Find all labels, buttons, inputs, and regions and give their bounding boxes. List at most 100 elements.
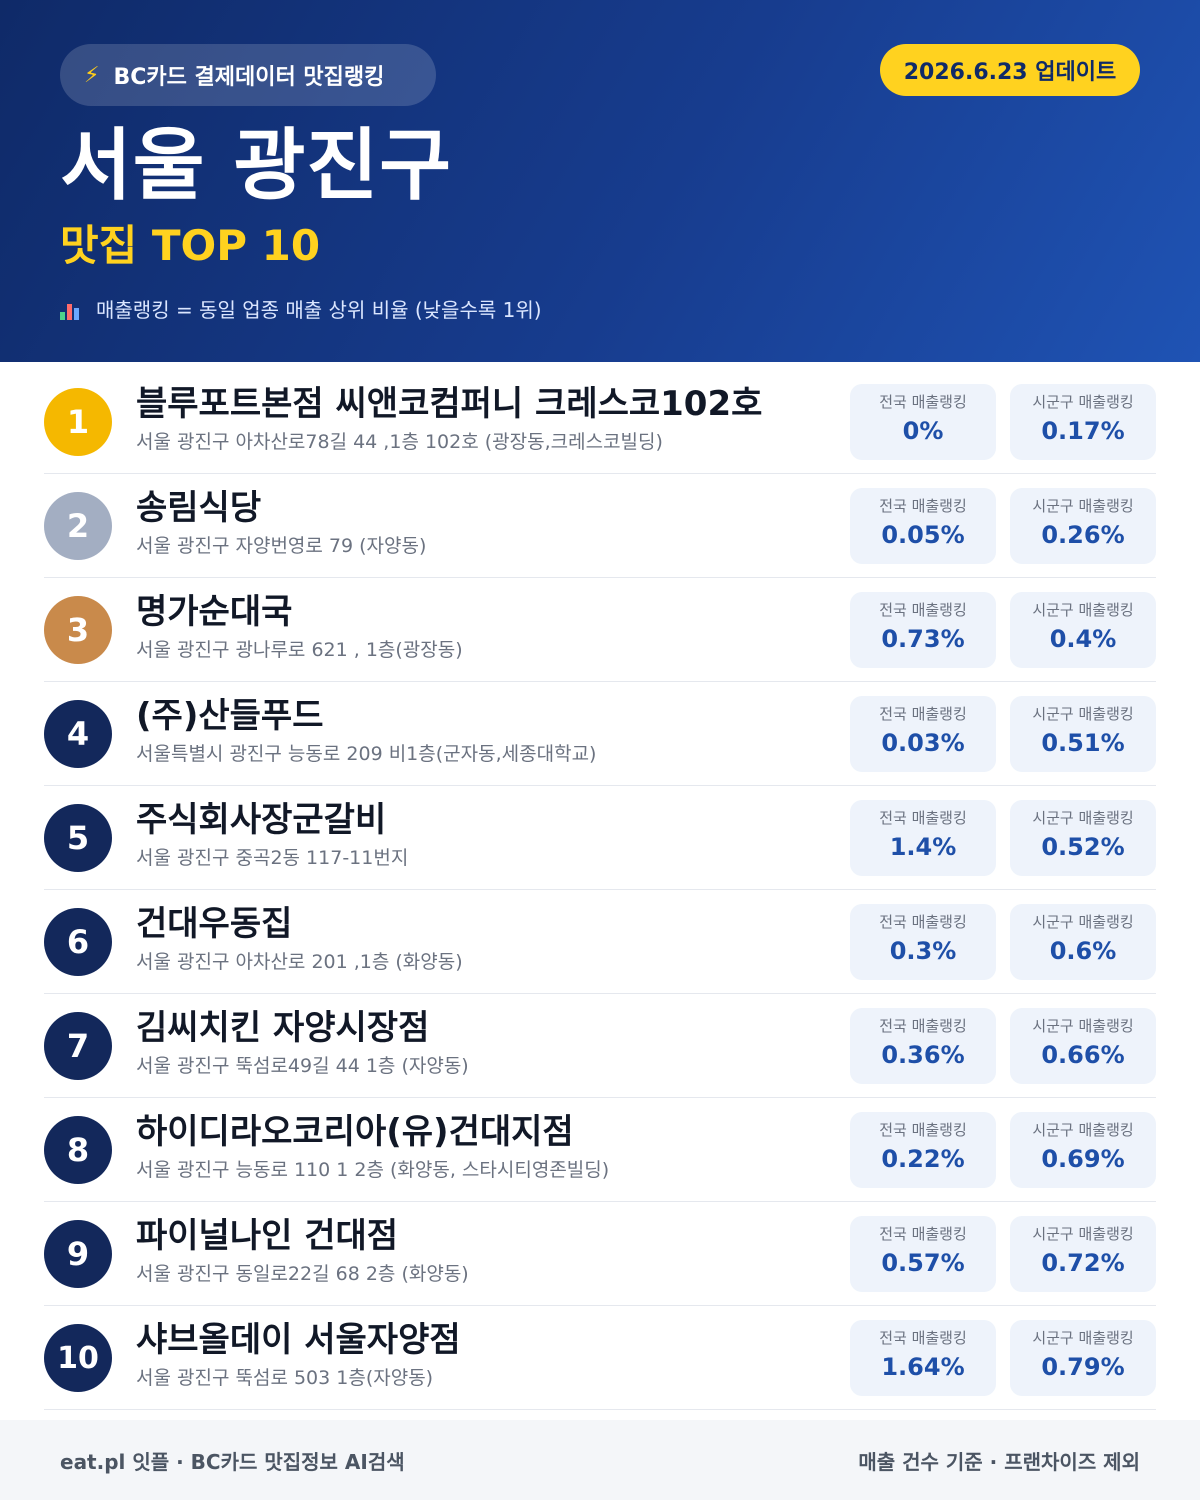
- rank-badge: 3: [44, 596, 112, 664]
- restaurant-row[interactable]: 10 샤브올데이 서울자양점 서울 광진구 뚝섬로 503 1층(자양동) 전국 매출…: [44, 1306, 1156, 1410]
- lightning-bolt-icon: ⚡: [84, 62, 100, 88]
- local-ranking-value: 0.52%: [1041, 833, 1125, 861]
- local-ranking-box: 시군구 매출랭킹 0.66%: [1010, 1008, 1156, 1084]
- local-ranking-value: 0.6%: [1049, 937, 1117, 965]
- page-title: 서울 광진구: [60, 121, 452, 211]
- source-label: BC카드 결제데이터 맛집랭킹: [113, 65, 385, 90]
- local-ranking-value: 0.66%: [1041, 1041, 1125, 1069]
- national-ranking-value: 0.22%: [881, 1145, 965, 1173]
- footer-criteria: 매출 건수 기준 · 프랜차이즈 제외: [858, 1449, 1140, 1474]
- local-ranking-box: 시군구 매출랭킹 0.69%: [1010, 1112, 1156, 1188]
- national-ranking-label: 전국 매출랭킹: [879, 705, 967, 723]
- rank-badge: 4: [44, 700, 112, 768]
- national-ranking-label: 전국 매출랭킹: [879, 1329, 967, 1347]
- national-ranking-box: 전국 매출랭킹 0%: [850, 384, 996, 460]
- local-ranking-box: 시군구 매출랭킹 0.52%: [1010, 800, 1156, 876]
- national-ranking-label: 전국 매출랭킹: [879, 601, 967, 619]
- rank-badge: 7: [44, 1012, 112, 1080]
- local-ranking-box: 시군구 매출랭킹 0.72%: [1010, 1216, 1156, 1292]
- local-ranking-label: 시군구 매출랭킹: [1032, 393, 1134, 411]
- rank-badge: 10: [44, 1324, 112, 1392]
- restaurant-address: 서울 광진구 뚝섬로49길 44 1층 (자양동): [136, 1055, 469, 1077]
- rank-badge: 5: [44, 804, 112, 872]
- local-ranking-box: 시군구 매출랭킹 0.17%: [1010, 384, 1156, 460]
- ranking-note-text: 매출랭킹 = 동일 업종 매출 상위 비율 (낮을수록 1위): [96, 298, 542, 322]
- local-ranking-label: 시군구 매출랭킹: [1032, 705, 1134, 723]
- restaurant-name[interactable]: 블루포트본점 씨앤코컴퍼니 크레스코102호: [136, 384, 763, 424]
- national-ranking-label: 전국 매출랭킹: [879, 497, 967, 515]
- national-ranking-value: 0.3%: [889, 937, 957, 965]
- national-ranking-box: 전국 매출랭킹 0.3%: [850, 904, 996, 980]
- national-ranking-value: 1.64%: [881, 1353, 965, 1381]
- national-ranking-box: 전국 매출랭킹 0.73%: [850, 592, 996, 668]
- restaurant-name[interactable]: 김씨치킨 자양시장점: [136, 1008, 430, 1048]
- restaurant-address: 서울 광진구 아차산로 201 ,1층 (화양동): [136, 951, 463, 973]
- restaurant-name[interactable]: 명가순대국: [136, 592, 293, 632]
- national-ranking-label: 전국 매출랭킹: [879, 393, 967, 411]
- restaurant-address: 서울특별시 광진구 능동로 209 비1층(군자동,세종대학교): [136, 743, 597, 765]
- national-ranking-box: 전국 매출랭킹 1.4%: [850, 800, 996, 876]
- national-ranking-value: 0.57%: [881, 1249, 965, 1277]
- rank-badge: 8: [44, 1116, 112, 1184]
- local-ranking-value: 0.72%: [1041, 1249, 1125, 1277]
- national-ranking-value: 0.36%: [881, 1041, 965, 1069]
- local-ranking-value: 0.69%: [1041, 1145, 1125, 1173]
- restaurant-name[interactable]: 하이디라오코리아(유)건대지점: [136, 1112, 574, 1152]
- local-ranking-value: 0.51%: [1041, 729, 1125, 757]
- local-ranking-label: 시군구 매출랭킹: [1032, 1225, 1134, 1243]
- local-ranking-value: 0.4%: [1049, 625, 1117, 653]
- rank-badge: 9: [44, 1220, 112, 1288]
- restaurant-address: 서울 광진구 능동로 110 1 2층 (화양동, 스타시티영존빌딩): [136, 1159, 610, 1181]
- page-subtitle: 맛집 TOP 10: [60, 221, 321, 270]
- restaurant-name[interactable]: 주식회사장군갈비: [136, 800, 387, 840]
- local-ranking-value: 0.26%: [1041, 521, 1125, 549]
- local-ranking-label: 시군구 매출랭킹: [1032, 1329, 1134, 1347]
- local-ranking-label: 시군구 매출랭킹: [1032, 913, 1134, 931]
- national-ranking-box: 전국 매출랭킹 0.22%: [850, 1112, 996, 1188]
- local-ranking-label: 시군구 매출랭킹: [1032, 809, 1134, 827]
- rank-badge: 1: [44, 388, 112, 456]
- restaurant-name[interactable]: 송림식당: [136, 488, 262, 528]
- rank-badge: 2: [44, 492, 112, 560]
- national-ranking-box: 전국 매출랭킹 0.36%: [850, 1008, 996, 1084]
- local-ranking-box: 시군구 매출랭킹 0.4%: [1010, 592, 1156, 668]
- restaurant-name[interactable]: 샤브올데이 서울자양점: [136, 1320, 461, 1360]
- rank-badge: 6: [44, 908, 112, 976]
- national-ranking-box: 전국 매출랭킹 0.03%: [850, 696, 996, 772]
- national-ranking-value: 0.03%: [881, 729, 965, 757]
- national-ranking-label: 전국 매출랭킹: [879, 1017, 967, 1035]
- restaurant-name[interactable]: 파이널나인 건대점: [136, 1216, 399, 1256]
- local-ranking-value: 0.17%: [1041, 417, 1125, 445]
- restaurant-address: 서울 광진구 중곡2동 117-11번지: [136, 847, 409, 869]
- national-ranking-label: 전국 매출랭킹: [879, 913, 967, 931]
- source-pill: ⚡ BC카드 결제데이터 맛집랭킹: [60, 44, 436, 106]
- national-ranking-label: 전국 매출랭킹: [879, 1121, 967, 1139]
- restaurant-address: 서울 광진구 자양번영로 79 (자양동): [136, 535, 427, 557]
- restaurant-name[interactable]: 건대우동집: [136, 904, 293, 944]
- local-ranking-value: 0.79%: [1041, 1353, 1125, 1381]
- national-ranking-box: 전국 매출랭킹 0.57%: [850, 1216, 996, 1292]
- national-ranking-value: 0%: [902, 417, 944, 445]
- national-ranking-box: 전국 매출랭킹 0.05%: [850, 488, 996, 564]
- ranking-note: 매출랭킹 = 동일 업종 매출 상위 비율 (낮을수록 1위): [60, 294, 542, 326]
- national-ranking-box: 전국 매출랭킹 1.64%: [850, 1320, 996, 1396]
- local-ranking-box: 시군구 매출랭킹 0.79%: [1010, 1320, 1156, 1396]
- restaurant-row[interactable]: 3 명가순대국 서울 광진구 광나루로 621 , 1층(광장동) 전국 매출랭킹 0.…: [44, 578, 1156, 682]
- restaurant-row[interactable]: 2 송림식당 서울 광진구 자양번영로 79 (자양동) 전국 매출랭킹 0.05% 시군…: [44, 474, 1156, 578]
- restaurant-row[interactable]: 1 블루포트본점 씨앤코컴퍼니 크레스코102호 서울 광진구 아차산로78길 44…: [44, 370, 1156, 474]
- restaurant-address: 서울 광진구 광나루로 621 , 1층(광장동): [136, 639, 463, 661]
- national-ranking-label: 전국 매출랭킹: [879, 809, 967, 827]
- national-ranking-value: 1.4%: [889, 833, 957, 861]
- restaurant-name[interactable]: (주)산들푸드: [136, 696, 324, 736]
- local-ranking-label: 시군구 매출랭킹: [1032, 601, 1134, 619]
- national-ranking-label: 전국 매출랭킹: [879, 1225, 967, 1243]
- restaurant-list: 1 블루포트본점 씨앤코컴퍼니 크레스코102호 서울 광진구 아차산로78길 44…: [44, 370, 1156, 1410]
- restaurant-address: 서울 광진구 동일로22길 68 2층 (화양동): [136, 1263, 469, 1285]
- national-ranking-value: 0.05%: [881, 521, 965, 549]
